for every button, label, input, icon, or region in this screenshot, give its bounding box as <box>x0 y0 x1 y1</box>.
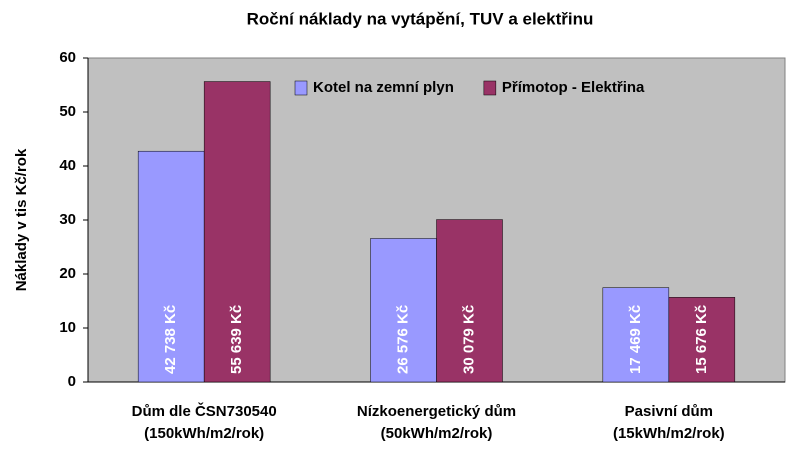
chart-title: Roční náklady na vytápění, TUV a elektři… <box>247 9 594 28</box>
bar <box>668 297 736 383</box>
value-label: 17 469 Kč <box>627 305 644 374</box>
x-tick-label: Dům dle ČSN730540 (150kWh/m2/rok) <box>132 402 277 442</box>
y-tick-label: 10 <box>59 319 76 336</box>
value-label: 55 639 Kč <box>228 305 245 374</box>
bar <box>370 238 437 383</box>
value-label: 15 676 Kč <box>693 305 710 374</box>
bar <box>203 81 271 383</box>
value-label: 30 079 Kč <box>460 305 477 374</box>
legend-swatch <box>294 80 308 96</box>
x-tick-label: Nízkoenergetický dům (50kWh/m2/rok) <box>357 403 516 442</box>
legend-label: Přímotop - Elektřina <box>502 79 645 96</box>
value-label: 26 576 Kč <box>394 305 411 374</box>
legend-label: Kotel na zemní plyn <box>313 79 454 96</box>
legend-swatch <box>483 80 497 96</box>
bar <box>137 150 205 383</box>
y-tick-label: 20 <box>59 265 76 282</box>
y-tick-label: 60 <box>59 49 76 66</box>
value-label: 42 738 Kč <box>162 305 179 374</box>
y-tick-label: 0 <box>68 373 76 390</box>
y-tick-label: 30 <box>59 211 76 228</box>
y-tick-label: 40 <box>59 157 76 174</box>
y-axis-label: Náklady v tis Kč/rok <box>13 148 30 291</box>
x-tick-label: Pasivní dům (15kWh/m2/rok) <box>613 403 725 442</box>
bar <box>436 219 503 383</box>
bar <box>602 287 670 383</box>
y-tick-label: 50 <box>59 103 76 120</box>
